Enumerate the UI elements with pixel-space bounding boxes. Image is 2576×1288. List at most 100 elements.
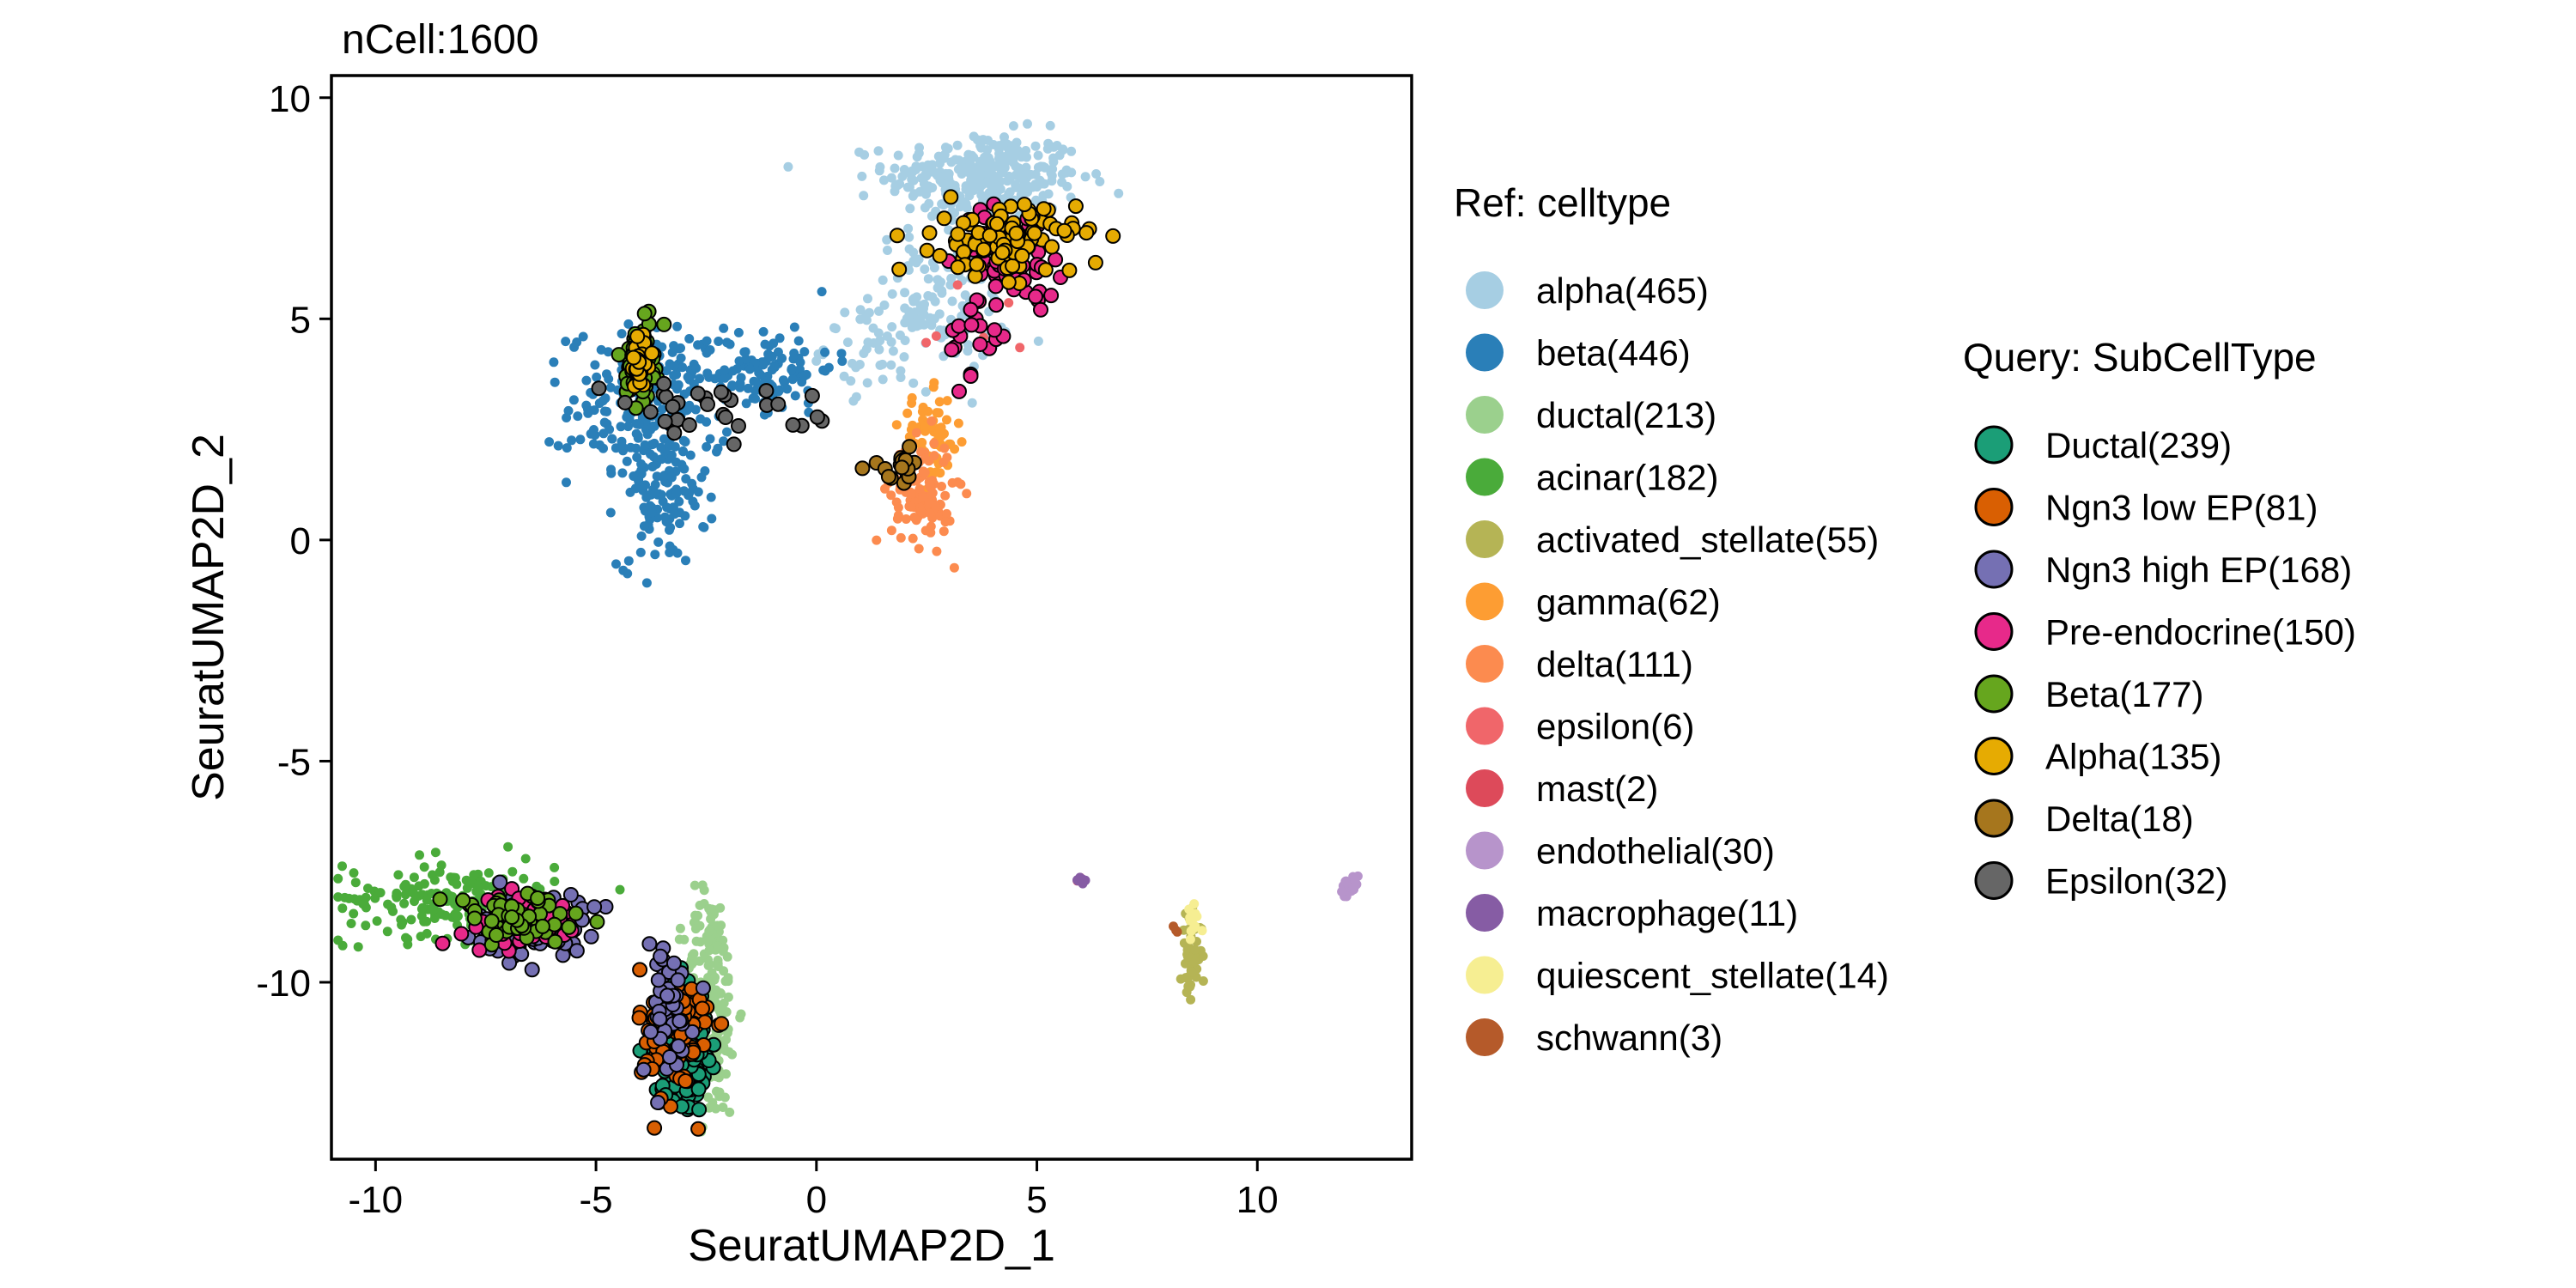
query-point-ngn3-high-ep: [671, 1013, 688, 1030]
y-tick-label: -5: [277, 741, 311, 783]
ref-point-alpha: [896, 366, 906, 376]
query-point-alpha: [625, 349, 641, 366]
ref-point-acinar: [333, 935, 343, 945]
query-point-pre-endocrine: [963, 317, 980, 333]
query-point-alpha: [1078, 225, 1095, 241]
ref-point-alpha: [1048, 142, 1059, 152]
ref-point-acinar: [353, 942, 363, 952]
ref-point-beta: [722, 337, 732, 348]
ref-point-beta: [623, 556, 634, 566]
query-point-ngn3-high-ep: [562, 887, 579, 902]
ref-point-alpha: [874, 306, 884, 316]
ref-point-epsilon: [931, 331, 941, 341]
ref-point-alpha: [1066, 146, 1077, 156]
ref-point-beta: [589, 425, 598, 434]
query-point-alpha: [1017, 197, 1032, 213]
ref-point-beta: [681, 556, 690, 566]
ref-point-beta: [598, 443, 608, 453]
ref-point-activated-stellate: [1187, 967, 1197, 977]
ref-point-acinar: [410, 896, 419, 907]
ref-point-beta: [672, 548, 683, 558]
query-point-ngn3-low-ep: [677, 1073, 694, 1089]
ref-point-alpha: [887, 322, 897, 332]
ref-point-alpha: [1031, 195, 1041, 205]
ref-point-beta: [665, 359, 675, 369]
query-point-beta: [504, 909, 520, 926]
ref-point-ductal: [721, 1069, 731, 1079]
ref-point-activated-stellate: [1189, 957, 1200, 967]
ref-point-alpha: [997, 166, 1007, 176]
query-point-ngn3-high-ep: [513, 946, 530, 963]
ref-point-beta: [789, 322, 799, 332]
ref-point-acinar: [386, 902, 397, 913]
query-point-beta: [611, 347, 627, 363]
ref-point-beta: [636, 459, 647, 469]
legend-swatch-ductal: [1466, 396, 1504, 434]
ref-point-alpha: [1011, 161, 1021, 172]
ref-point-alpha: [912, 292, 922, 302]
ref-point-alpha: [875, 336, 885, 346]
legend-swatch-endothelial: [1466, 831, 1504, 870]
ref-point-alpha: [878, 275, 888, 285]
ref-point-beta: [680, 511, 690, 521]
ref-point-beta: [722, 427, 732, 437]
query-point-pre-endocrine: [471, 942, 488, 958]
ref-point-acinar: [361, 892, 371, 902]
query-point-ngn3-high-ep: [650, 972, 666, 988]
query-point-ngn3-high-ep: [635, 1061, 652, 1078]
ref-point-beta: [623, 422, 633, 432]
ref-point-gamma: [929, 378, 939, 388]
ref-point-gamma: [907, 398, 917, 408]
ref-point-alpha: [911, 165, 921, 174]
ref-point-delta: [925, 508, 935, 519]
ref-point-beta: [625, 487, 635, 497]
ref-point-alpha: [967, 398, 977, 408]
ref-point-alpha: [899, 352, 909, 362]
query-point-alpha: [1105, 228, 1121, 244]
ref-point-beta: [837, 356, 848, 367]
ref-point-alpha: [863, 294, 872, 304]
ref-point-gamma: [902, 408, 913, 418]
ref-point-acinar: [346, 919, 356, 928]
ref-point-beta: [604, 374, 614, 384]
query-point-ngn3-high-ep: [665, 955, 682, 971]
ref-point-alpha: [1026, 169, 1036, 179]
ref-point-alpha: [952, 140, 963, 150]
query-point-epsilon: [591, 380, 607, 397]
ref-point-acinar: [349, 908, 359, 919]
ref-point-beta: [646, 449, 655, 459]
ref-point-beta: [820, 347, 830, 357]
ref-point-alpha: [875, 360, 885, 370]
ref-point-alpha: [842, 337, 853, 348]
ref-point-alpha: [988, 178, 998, 188]
ref-point-delta: [947, 477, 957, 488]
ref-point-alpha: [923, 184, 933, 194]
ref-point-activated-stellate: [1186, 994, 1196, 1005]
query-point-alpha: [1061, 262, 1078, 278]
ref-point-alpha: [982, 145, 993, 155]
ref-point-alpha: [904, 232, 914, 242]
ref-point-beta: [720, 365, 730, 375]
ref-point-ductal: [709, 993, 719, 1002]
ref-point-beta: [706, 492, 716, 502]
query-point-ngn3-low-ep: [714, 1016, 730, 1032]
ref-point-alpha: [879, 175, 889, 185]
ref-point-acinar: [396, 914, 406, 925]
ref-point-beta: [799, 371, 810, 381]
query-point-beta: [656, 316, 672, 332]
ref-point-alpha: [897, 172, 908, 181]
x-tick-label: 10: [1236, 1179, 1279, 1221]
ref-point-beta: [590, 360, 600, 370]
ref-point-beta: [569, 342, 580, 352]
query-point-alpha: [1014, 247, 1030, 264]
legend-swatch-macrophage: [1466, 894, 1504, 932]
ref-point-ductal: [723, 973, 733, 983]
ref-point-beta: [598, 396, 608, 406]
ref-point-alpha: [875, 162, 885, 172]
ref-point-schwann: [1172, 927, 1182, 937]
ref-point-beta: [823, 362, 834, 373]
ref-point-acinar: [406, 914, 416, 925]
ref-point-alpha: [900, 318, 910, 328]
ref-point-beta: [622, 456, 632, 466]
ref-point-alpha: [1015, 173, 1025, 183]
